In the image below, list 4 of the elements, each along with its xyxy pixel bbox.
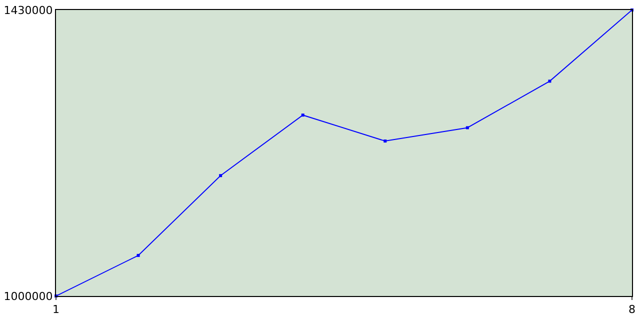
y-tick-label: 1000000 bbox=[4, 290, 53, 303]
x-tick-label: 8 bbox=[628, 303, 636, 316]
y-tick-label: 1430000 bbox=[4, 4, 53, 17]
x-tick-label: 1 bbox=[52, 303, 60, 316]
